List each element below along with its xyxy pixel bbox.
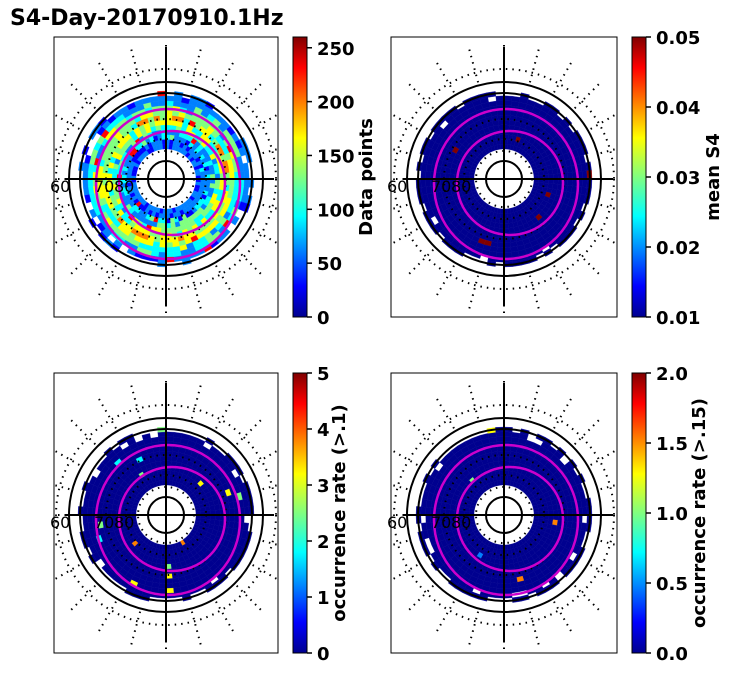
oval-contour-outer [94,107,242,261]
oval-contour-outer [432,107,580,261]
colorbar-gradient [631,372,647,654]
panel-mean-s4: 60 70 80 0.01 0.02 0.03 0.04 0.05 mean S4 [387,28,724,329]
latitude-label: 80 [114,513,134,532]
colorbar-gradient [292,372,308,654]
grid-ring [55,404,277,626]
colorbar-label: Data points [356,118,377,236]
colorbar-tick-label: 0 [317,644,330,665]
colorbar-gradient [631,36,647,318]
latitude-label: 80 [451,513,471,532]
colorbar-tick-label: 50 [317,254,342,275]
colorbar-label: occurrence rate (>.1) [329,404,350,621]
oval-contour-outer [94,443,242,597]
grid-ring [393,404,615,626]
colorbar-tick-label: 0.0 [656,644,688,665]
grid-ring [393,68,615,290]
heatmap-bins [78,90,255,268]
oval-contour-outer [432,443,580,597]
colorbar-tick-label: 2.0 [656,364,688,385]
latitude-label: 80 [114,177,134,196]
latitude-label: 70 [94,177,114,196]
latitude-label: 70 [431,513,451,532]
oval-contour-inner [455,129,565,237]
colorbar-tick-label: 3 [317,476,330,497]
colorbar-tick-label: 0.5 [656,574,688,595]
colorbar-label: mean S4 [703,133,724,221]
colorbar: 0 1 2 3 4 5 occurrence rate (>.1) [292,364,350,665]
oval-contour-inner [455,465,565,573]
colorbar-tick-label: 0 [317,308,330,329]
colorbar: 0.01 0.02 0.03 0.04 0.05 mean S4 [631,28,724,329]
colorbar-label: occurrence rate (>.15) [689,398,710,628]
figure-title: S4-Day-20170910.1Hz [10,6,284,31]
latitude-label: 60 [387,513,407,532]
colorbar-tick-label: 150 [317,146,355,167]
panel-data-points: 60 70 80 0 50 100 150 200 250 Data points [50,36,377,329]
colorbar-tick-label: 2 [317,532,330,553]
colorbar: 0 50 100 150 200 250 Data points [292,36,377,329]
latitude-label: 70 [431,177,451,196]
latitude-label: 80 [451,177,471,196]
colorbar-tick-label: 5 [317,364,330,385]
oval-contour-inner [117,129,227,237]
colorbar-tick-label: 1 [317,588,330,609]
oval-contour-inner [117,465,227,573]
colorbar-tick-label: 1.0 [656,504,688,525]
colorbar-tick-label: 100 [317,200,355,221]
latitude-label: 60 [50,177,70,196]
colorbar-tick-label: 0.04 [656,98,700,119]
latitude-label: 60 [387,177,407,196]
colorbar-tick-label: 0.02 [656,238,700,259]
latitude-label: 60 [50,513,70,532]
grid-ring [55,68,277,290]
colorbar-tick-label: 200 [317,93,355,114]
colorbar-tick-label: 0.03 [656,168,700,189]
colorbar-tick-label: 0.05 [656,28,700,49]
latitude-label: 70 [94,513,114,532]
colorbar-gradient [292,36,308,318]
colorbar-tick-label: 0.01 [656,308,700,329]
panel-occurrence-rate-01: 60 70 80 0 1 2 3 4 5 occurrence rate (>.1) [50,364,350,665]
colorbar-tick-label: 4 [317,420,330,441]
colorbar-tick-label: 1.5 [656,434,688,455]
colorbar-tick-label: 250 [317,39,355,60]
